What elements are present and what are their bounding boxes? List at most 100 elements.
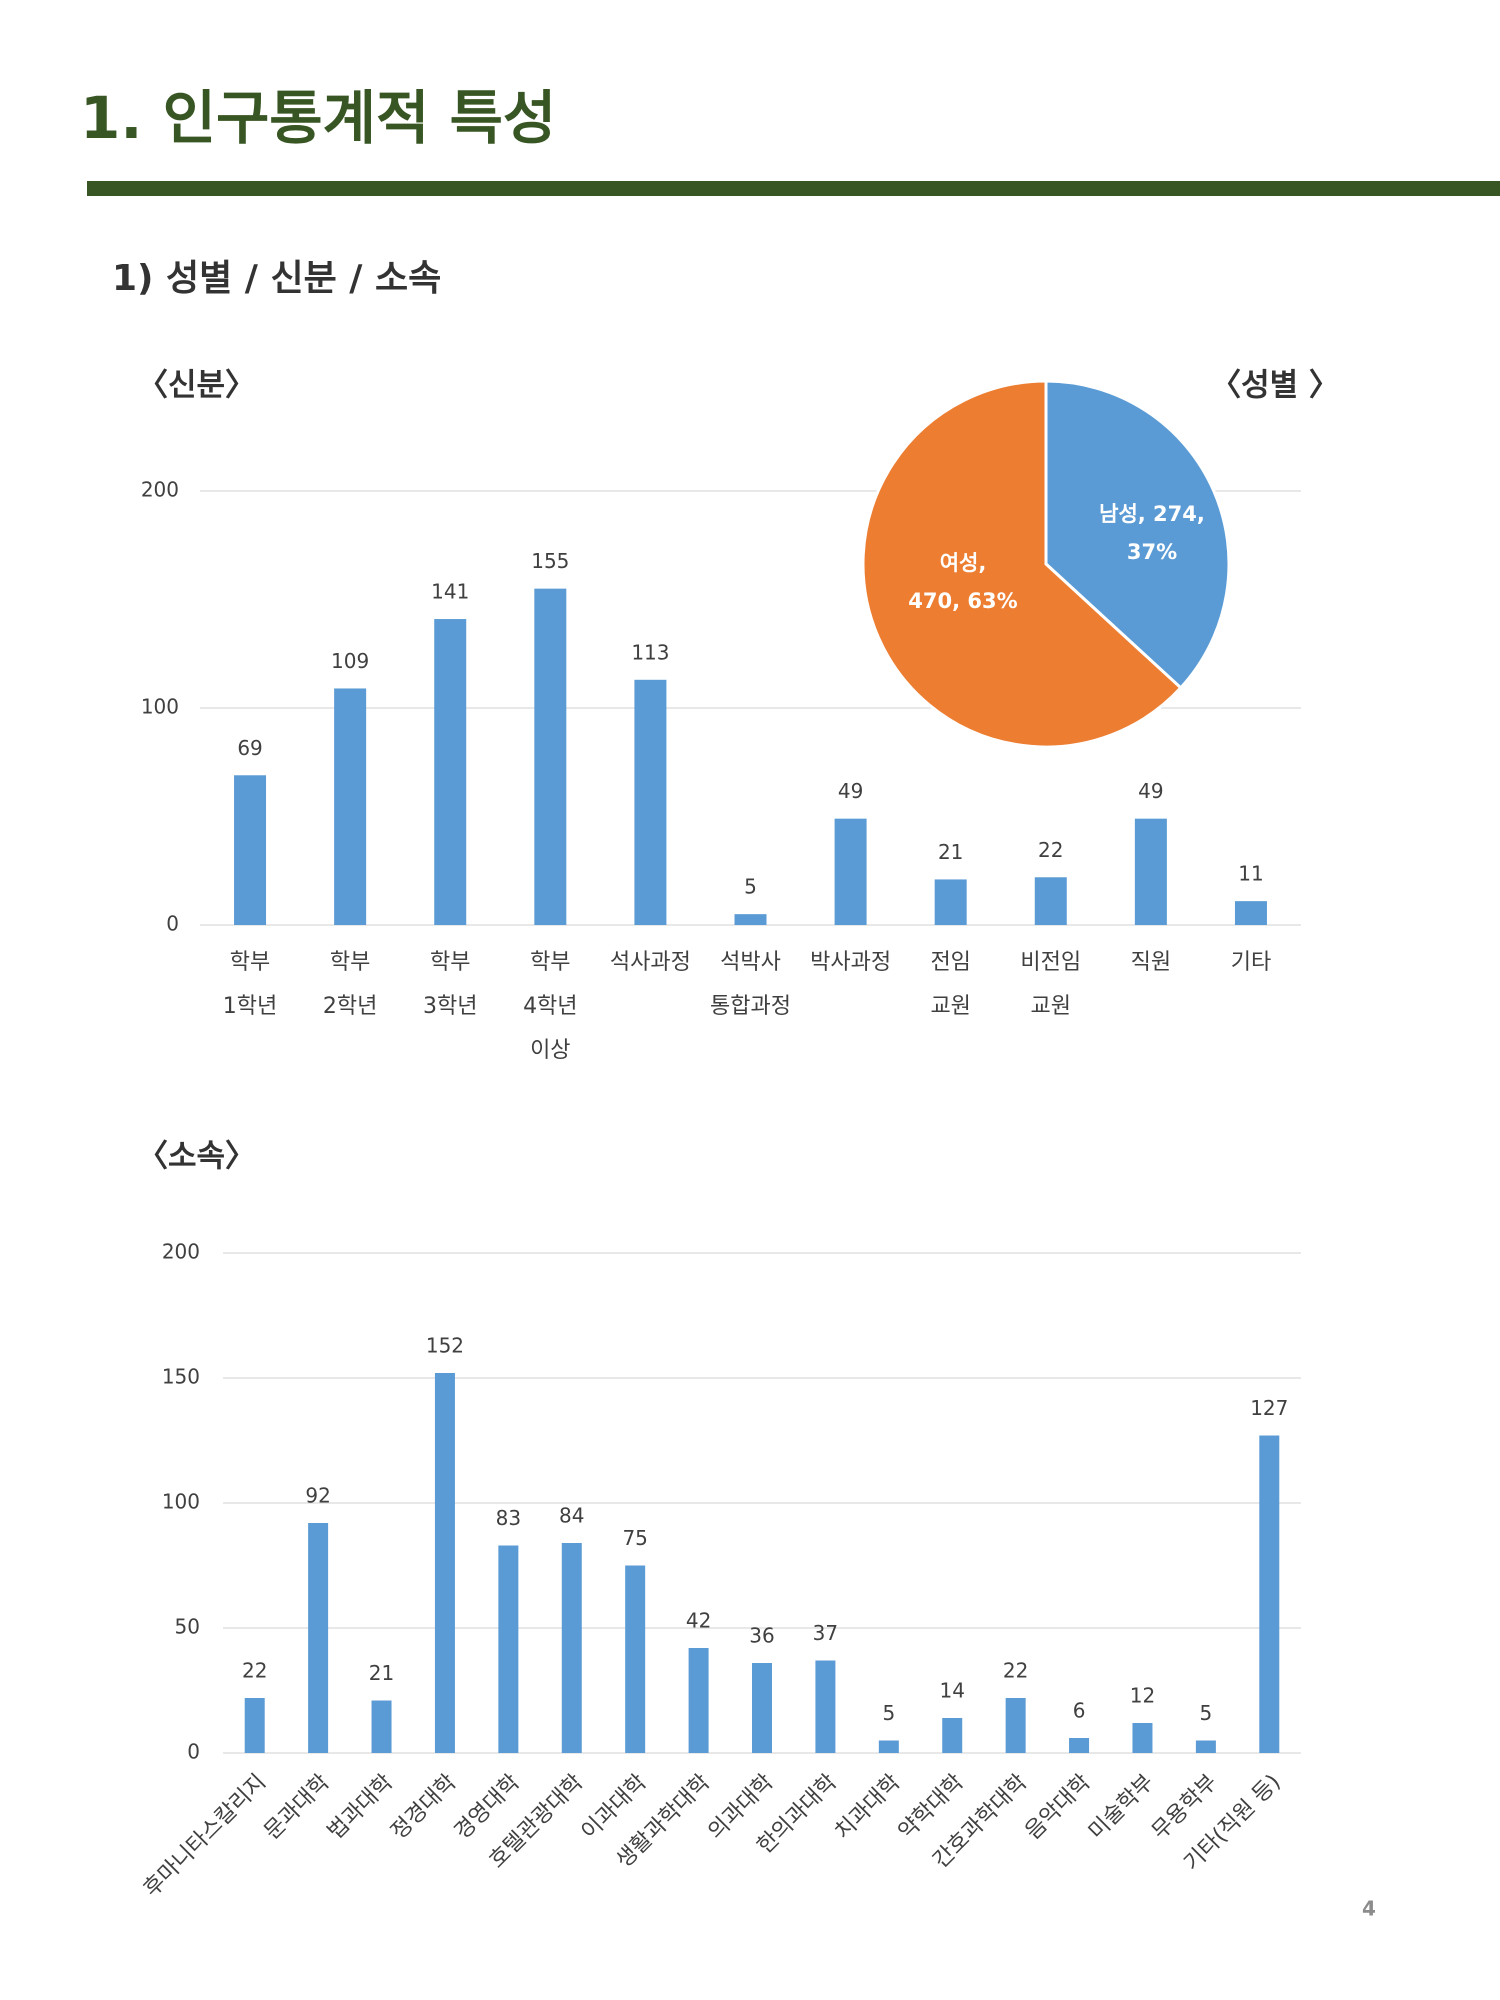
bar <box>752 1663 772 1753</box>
bar <box>234 775 267 925</box>
x-tick-label: 교원 <box>1031 994 1071 1019</box>
x-tick-label: 교원 <box>930 994 970 1019</box>
y-tick-label: 0 <box>166 912 179 936</box>
data-label: 49 <box>1138 779 1163 803</box>
x-tick-label: 치과대학 <box>830 1770 905 1845</box>
x-tick-label: 1학년 <box>223 994 277 1019</box>
x-tick-label: 음악대학 <box>1021 1770 1096 1845</box>
bar <box>1034 877 1067 925</box>
y-tick-label: 0 <box>187 1740 200 1764</box>
x-tick-label: 통합과정 <box>710 994 791 1019</box>
data-label: 5 <box>1200 1701 1213 1725</box>
bar <box>371 1700 392 1753</box>
data-label: 49 <box>838 779 863 803</box>
bar <box>1195 1740 1216 1753</box>
bar <box>498 1545 519 1753</box>
bar <box>334 688 367 925</box>
bar <box>1134 818 1167 925</box>
x-tick-label: 학부 <box>330 950 370 975</box>
y-tick-label: 100 <box>141 695 179 719</box>
bar <box>434 1373 455 1753</box>
data-label: 84 <box>559 1504 584 1528</box>
data-label: 6 <box>1073 1699 1086 1723</box>
data-label: 113 <box>631 640 669 664</box>
x-tick-label: 법과대학 <box>323 1770 398 1845</box>
title-rule <box>87 181 1500 196</box>
bar <box>834 818 867 925</box>
x-tick-label: 문과대학 <box>260 1770 335 1845</box>
y-tick-label: 200 <box>141 478 179 502</box>
pie-slice <box>861 379 1183 749</box>
bar <box>942 1718 963 1753</box>
x-tick-label: 기타 <box>1231 950 1271 975</box>
data-label: 127 <box>1250 1396 1288 1420</box>
pie-label: 남성, 274, <box>1099 502 1205 526</box>
bar <box>1132 1723 1153 1753</box>
x-tick-label: 직원 <box>1131 950 1171 975</box>
x-tick-label: 학부 <box>230 950 270 975</box>
data-label: 12 <box>1130 1684 1155 1708</box>
pie-label: 여성, <box>940 551 987 575</box>
pie-label: 37% <box>1127 540 1177 564</box>
data-label: 75 <box>622 1526 647 1550</box>
x-tick-label: 4학년 <box>523 994 577 1019</box>
bar <box>634 679 667 925</box>
data-label: 5 <box>882 1701 895 1725</box>
bar <box>934 879 967 925</box>
bar <box>434 619 467 925</box>
data-label: 37 <box>813 1621 838 1645</box>
data-label: 141 <box>431 580 469 604</box>
data-label: 11 <box>1238 862 1263 886</box>
bar <box>1234 901 1267 925</box>
chart-title: 〈성별 〉 <box>1210 368 1340 404</box>
data-label: 69 <box>237 736 262 760</box>
chart-title: 〈신분〉 <box>137 368 256 404</box>
x-tick-label: 석박사 <box>720 950 781 975</box>
y-tick-label: 100 <box>162 1490 200 1514</box>
page-title: 1. 인구통계적 특성 <box>80 84 556 152</box>
data-label: 152 <box>426 1334 464 1358</box>
data-label: 5 <box>744 875 757 899</box>
x-tick-label: 후마니타스칼리지 <box>139 1770 271 1902</box>
bar <box>1259 1435 1280 1753</box>
x-tick-label: 3학년 <box>423 994 477 1019</box>
bar <box>244 1698 265 1753</box>
data-label: 21 <box>938 840 963 864</box>
bar <box>734 914 767 925</box>
page-number: 4 <box>1362 1897 1376 1921</box>
chart-title: 〈소속〉 <box>137 1139 256 1175</box>
data-label: 109 <box>331 649 369 673</box>
pie-slice <box>1044 379 1231 690</box>
bar <box>1005 1698 1026 1753</box>
x-tick-label: 석사과정 <box>610 950 691 975</box>
data-label: 21 <box>369 1661 394 1685</box>
data-label: 14 <box>940 1679 965 1703</box>
y-tick-label: 150 <box>162 1365 200 1389</box>
bar <box>625 1565 646 1753</box>
bar <box>561 1543 582 1753</box>
x-tick-label: 정경대학 <box>386 1770 461 1845</box>
x-tick-label: 비전임 <box>1020 950 1081 975</box>
bar <box>688 1648 709 1753</box>
bar <box>534 588 567 925</box>
x-tick-label: 2학년 <box>323 994 377 1019</box>
data-label: 36 <box>749 1624 774 1648</box>
data-label: 22 <box>1038 838 1063 862</box>
section-title: 1) 성별 / 신분 / 소속 <box>112 258 441 299</box>
bar <box>308 1523 329 1753</box>
pie-label: 470, 63% <box>908 589 1017 613</box>
data-label: 22 <box>242 1659 267 1683</box>
x-tick-label: 학부 <box>530 950 570 975</box>
x-tick-label: 전임 <box>930 950 970 975</box>
y-tick-label: 50 <box>175 1615 200 1639</box>
x-tick-label: 미술학부 <box>1084 1770 1159 1845</box>
bar <box>815 1660 836 1753</box>
data-label: 22 <box>1003 1659 1028 1683</box>
data-label: 155 <box>531 549 569 573</box>
x-tick-label: 이상 <box>530 1038 570 1063</box>
x-tick-label: 학부 <box>430 950 470 975</box>
data-label: 42 <box>686 1609 711 1633</box>
data-label: 83 <box>496 1506 521 1530</box>
